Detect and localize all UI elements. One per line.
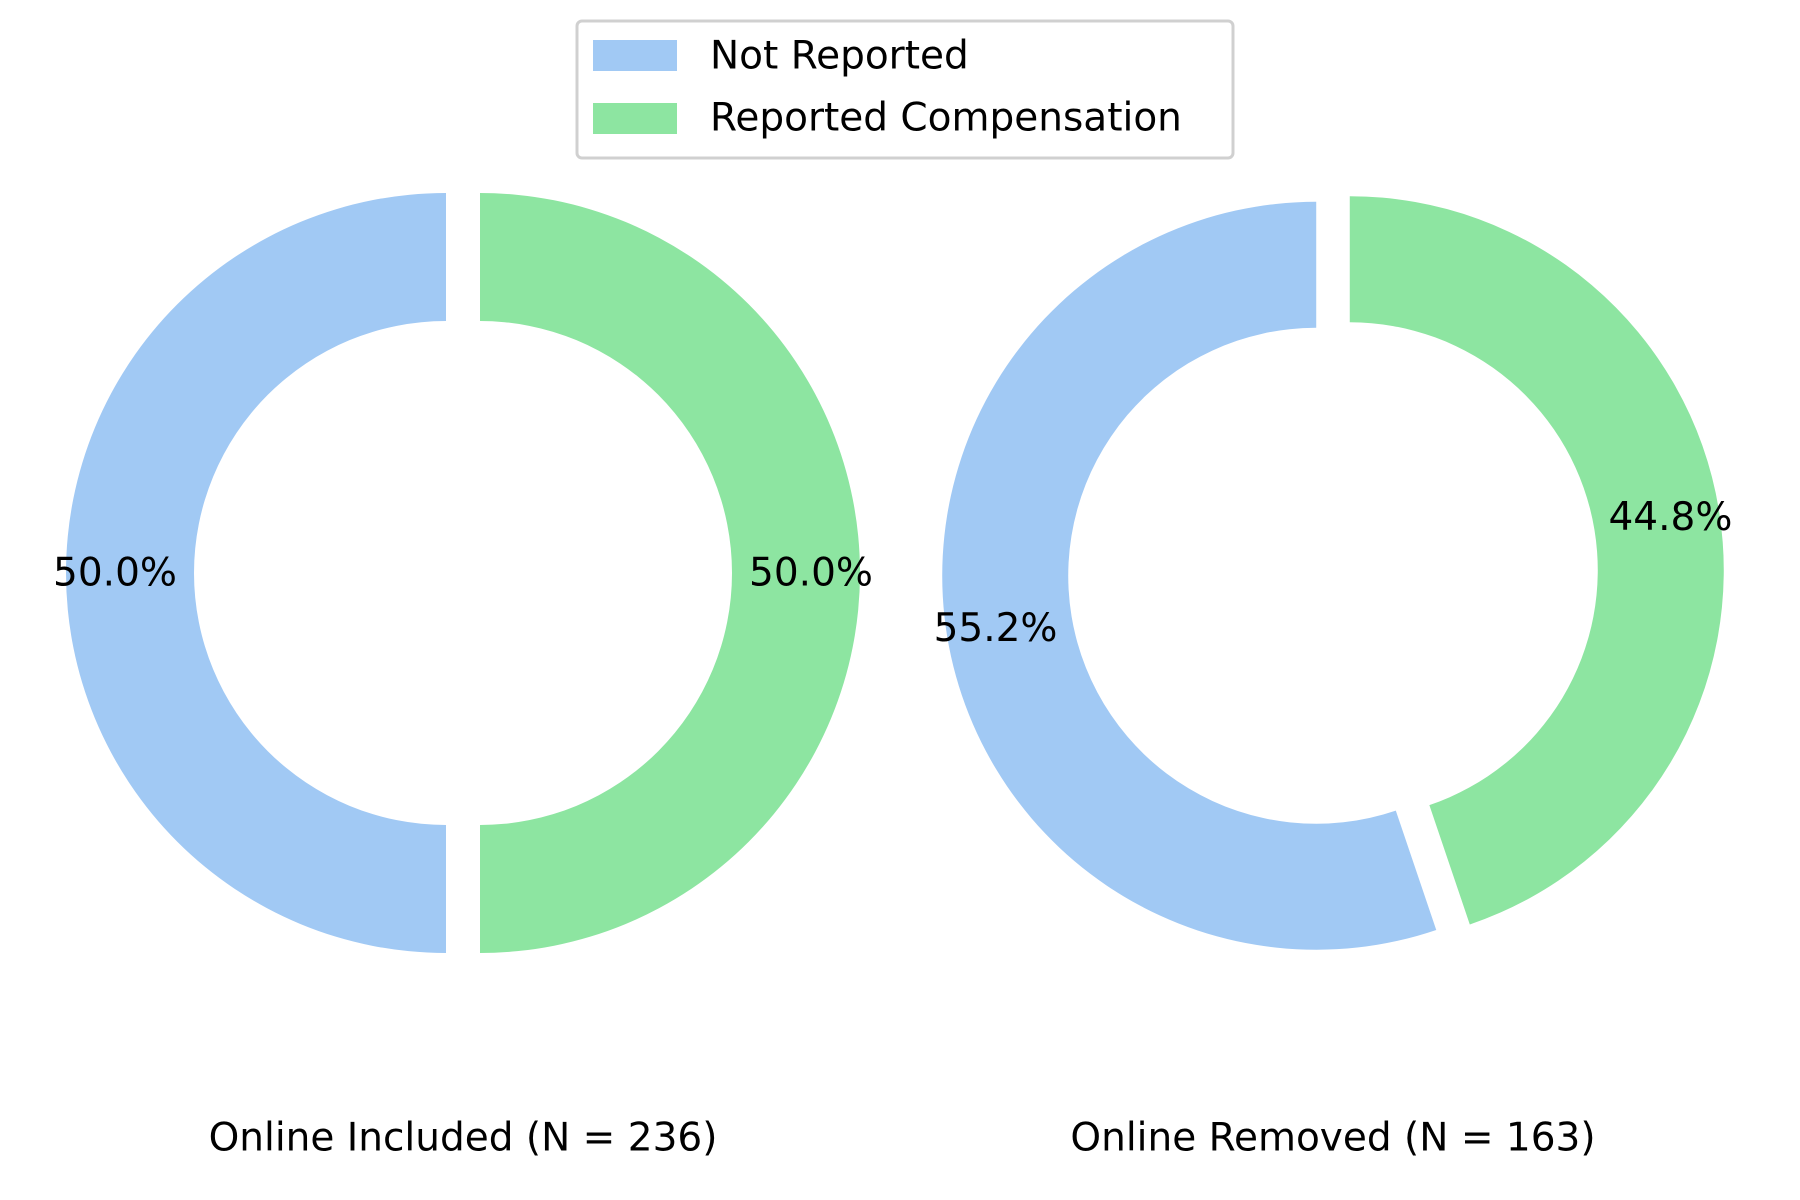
- slice-reported-compensation: [1349, 196, 1724, 925]
- donut-chart-online-removed: 55.2% 44.8%: [934, 196, 1732, 950]
- slice-label-reported-compensation: 44.8%: [1608, 495, 1732, 540]
- legend-swatch-reported-compensation: [593, 103, 677, 134]
- slice-label-reported-compensation: 50.0%: [749, 551, 873, 596]
- slice-reported-compensation: [480, 193, 860, 953]
- legend-label-reported-compensation: Reported Compensation: [710, 96, 1182, 141]
- legend-label-not-reported: Not Reported: [710, 34, 969, 79]
- legend-box: [575, 19, 1235, 160]
- donut-chart-online-included: 50.0% 50.0%: [53, 193, 873, 953]
- legend: Not Reported Reported Compensation: [575, 19, 1235, 160]
- slice-label-not-reported: 55.2%: [934, 606, 1058, 651]
- legend-swatch-not-reported: [593, 40, 677, 71]
- slice-not-reported: [942, 201, 1437, 950]
- chart-title-online-included: Online Included (N = 236): [209, 1116, 718, 1161]
- slice-label-not-reported: 50.0%: [53, 551, 177, 596]
- chart-title-online-removed: Online Removed (N = 163): [1070, 1116, 1595, 1161]
- slice-not-reported: [66, 193, 446, 953]
